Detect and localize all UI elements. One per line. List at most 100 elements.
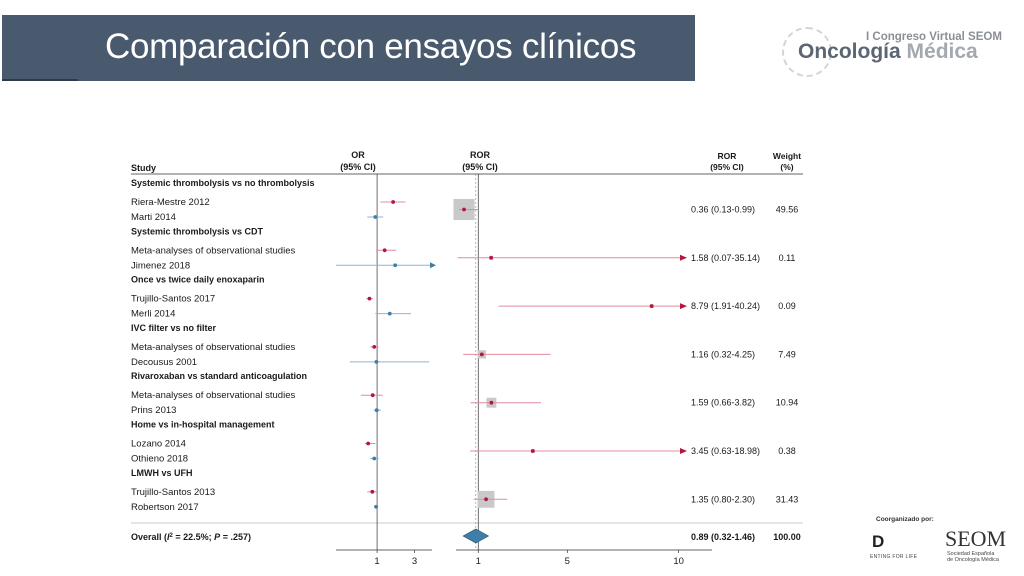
- overall-label-part: 2: [170, 533, 174, 539]
- overall-label-part: I: [167, 532, 170, 542]
- group-title: LMWH vs UFH: [131, 468, 193, 478]
- header-study: Study: [131, 163, 156, 173]
- congress-logo-ring-icon: [782, 27, 832, 77]
- group-title: IVC filter vs no filter: [131, 323, 217, 333]
- group-title: Systemic thrombolysis vs no thrombolysis: [131, 178, 315, 188]
- header-or-ci: (95% CI): [340, 162, 376, 172]
- header-ror-ci: (95% CI): [462, 162, 498, 172]
- overall-label-part: = 22.5%;: [173, 532, 214, 542]
- overall-label-part: = .257): [220, 532, 251, 542]
- or-point: [370, 393, 375, 398]
- ror-ci-arrow: [680, 303, 687, 310]
- congress-brand: Oncología Médica: [798, 40, 978, 64]
- ror-value-text: 1.59 (0.66-3.82): [691, 398, 755, 408]
- ror-weight-text: 7.49: [778, 349, 796, 359]
- study-label: Othieno 2018: [131, 454, 188, 465]
- study-label: Jimenez 2018: [131, 260, 190, 271]
- study-label: Marti 2014: [131, 212, 176, 223]
- study-label: Prins 2013: [131, 405, 176, 416]
- seom-subtitle: Sociedad Española de Oncología Médica: [947, 551, 999, 563]
- header-weight-unit: (%): [780, 162, 793, 172]
- ror-point: [489, 255, 494, 260]
- brand-bold: Oncología: [798, 40, 901, 63]
- sponsor-d-tagline: ENTING FOR LIFE: [870, 554, 918, 560]
- ror-point: [462, 207, 466, 212]
- sponsor-d-logo: D: [872, 532, 885, 551]
- or-point: [382, 248, 387, 253]
- or-point: [387, 311, 392, 316]
- study-label: Trujillo-Santos 2017: [131, 294, 215, 305]
- or-ci-arrow: [430, 262, 436, 269]
- brand-light: Médica: [906, 40, 978, 63]
- study-label: Decousus 2001: [131, 357, 197, 368]
- ror-point: [649, 304, 654, 308]
- ror-axis-tick-label: 1: [476, 556, 481, 567]
- ror-weight-text: 0.09: [778, 301, 796, 311]
- ror-weight-text: 0.38: [778, 446, 796, 456]
- or-point: [374, 504, 378, 509]
- overall-label-part: Overall (: [131, 532, 167, 542]
- group-title: Once vs twice daily enoxaparin: [131, 275, 265, 285]
- header-or: OR: [351, 150, 365, 160]
- seom-subtitle-line1: Sociedad Española: [947, 551, 995, 557]
- ror-value-text: 1.35 (0.80-2.30): [691, 494, 755, 504]
- ror-point: [530, 449, 535, 453]
- sponsor-label: Coorganizado por:: [876, 516, 934, 523]
- ror-value-text: 1.58 (0.07-35.14): [691, 253, 760, 263]
- seom-subtitle-line2: de Oncología Médica: [947, 557, 999, 563]
- header-ror-col: ROR: [718, 151, 737, 161]
- slide-title: Comparación con ensayos clínicos: [105, 27, 637, 66]
- or-axis-tick-label: 3: [412, 556, 417, 567]
- overall-value-text: 0.89 (0.32-1.46): [691, 532, 755, 542]
- header-ror: ROR: [470, 150, 491, 160]
- or-point: [393, 263, 398, 268]
- or-point: [373, 215, 378, 219]
- ror-value-text: 8.79 (1.91-40.24): [691, 301, 760, 311]
- ror-point: [489, 400, 494, 405]
- or-point: [372, 456, 377, 461]
- or-point: [366, 441, 371, 446]
- ror-point: [479, 352, 484, 357]
- ror-weight-text: 49.56: [776, 205, 799, 215]
- congress-name: I Congreso Virtual SEOM: [866, 31, 1002, 43]
- overall-weight-text: 100.00: [773, 532, 801, 542]
- group-title: Home vs in-hospital management: [131, 420, 275, 430]
- header-weight: Weight: [773, 151, 801, 161]
- ror-axis-tick-label: 10: [673, 556, 684, 567]
- study-label: Robertson 2017: [131, 502, 199, 513]
- or-point: [367, 296, 372, 301]
- study-label: Meta-analyses of observational studies: [131, 245, 295, 256]
- study-label: Merli 2014: [131, 309, 175, 320]
- ror-weight-text: 31.43: [776, 494, 799, 504]
- ror-value-text: 1.16 (0.32-4.25): [691, 349, 755, 359]
- study-label: Meta-analyses of observational studies: [131, 342, 295, 353]
- title-banner: [2, 15, 695, 81]
- ror-weight-text: 10.94: [776, 398, 799, 408]
- ror-value-text: 0.36 (0.13-0.99): [691, 205, 755, 215]
- ror-axis-tick-label: 5: [565, 556, 570, 567]
- ror-weight-text: 0.11: [779, 253, 796, 263]
- study-label: Trujillo-Santos 2013: [131, 487, 215, 498]
- or-point: [374, 408, 379, 413]
- study-label: Meta-analyses of observational studies: [131, 390, 295, 401]
- overall-label: Overall (I2 = 22.5%; P = .257): [131, 532, 251, 542]
- or-point: [374, 360, 379, 364]
- ror-ci-arrow: [680, 448, 687, 454]
- or-point: [372, 345, 377, 349]
- title-accent-line: [2, 79, 78, 81]
- ror-ci-arrow: [680, 254, 687, 261]
- study-label: Lozano 2014: [131, 439, 186, 450]
- ror-value-text: 3.45 (0.63-18.98): [691, 446, 760, 456]
- ror-point: [484, 497, 488, 502]
- header-ror-col-ci: (95% CI): [710, 162, 744, 172]
- study-label: Riera-Mestre 2012: [131, 197, 210, 208]
- group-title: Systemic thrombolysis vs CDT: [131, 226, 264, 236]
- or-point: [391, 200, 396, 204]
- or-axis-tick-label: 1: [374, 556, 379, 567]
- group-title: Rivaroxaban vs standard anticoagulation: [131, 371, 307, 381]
- overall-diamond: [462, 528, 490, 544]
- overall-label-part: P: [214, 532, 221, 542]
- or-point: [370, 489, 375, 494]
- seom-logo: SEOM: [945, 526, 1007, 551]
